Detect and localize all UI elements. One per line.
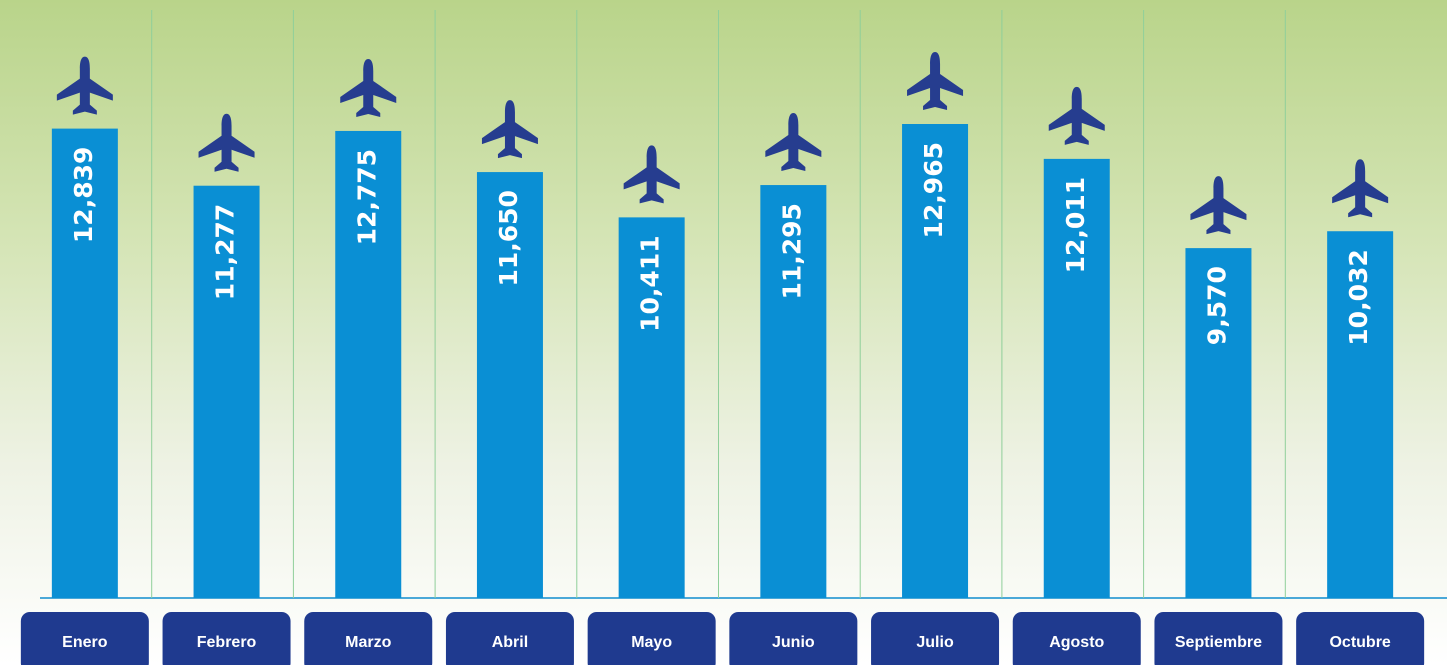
category-label: Octubre	[1329, 634, 1390, 651]
plane-icon	[765, 113, 822, 172]
category-label: Mayo	[631, 634, 672, 651]
value-label: 12,839	[69, 147, 98, 243]
bar	[51, 128, 118, 598]
plane-icon	[481, 100, 538, 159]
plane-icon	[198, 113, 255, 172]
plane-icon	[907, 52, 964, 110]
bar	[902, 124, 969, 598]
category-label: Enero	[62, 634, 108, 651]
bar	[1327, 231, 1394, 598]
value-label: 12,775	[352, 149, 381, 245]
category-label: Julio	[916, 634, 954, 651]
value-label: 12,965	[919, 142, 948, 238]
bar	[193, 185, 260, 598]
category-box	[1012, 612, 1141, 665]
category-box	[871, 612, 1000, 665]
plane-icon	[56, 56, 113, 115]
category-label: Agosto	[1049, 634, 1104, 651]
plane-icon	[1190, 176, 1247, 235]
value-label: 10,411	[636, 235, 665, 331]
plane-icon	[623, 145, 680, 204]
category-label: Septiembre	[1175, 634, 1262, 651]
bar	[618, 217, 685, 599]
category-box	[729, 612, 858, 665]
value-label: 11,277	[211, 204, 240, 300]
plane-icon	[1048, 86, 1105, 145]
value-label: 9,570	[1202, 266, 1231, 345]
plane-icon	[340, 58, 397, 117]
value-label: 11,295	[777, 203, 806, 299]
value-label: 11,650	[494, 190, 523, 286]
category-box	[20, 612, 149, 665]
category-label: Junio	[772, 634, 815, 651]
bar	[1185, 248, 1252, 598]
category-label: Abril	[492, 634, 528, 651]
category-box	[162, 612, 291, 665]
category-box	[304, 612, 433, 665]
bar	[1043, 158, 1110, 598]
bar	[476, 172, 543, 598]
value-label: 12,011	[1061, 177, 1090, 273]
bar	[335, 130, 402, 598]
plane-icon	[1332, 159, 1389, 218]
category-label: Marzo	[345, 634, 391, 651]
category-box	[1296, 612, 1425, 665]
category-box	[445, 612, 574, 665]
category-box	[1154, 612, 1283, 665]
category-box	[587, 612, 716, 665]
value-label: 10,032	[1344, 249, 1373, 345]
category-label: Febrero	[197, 634, 257, 651]
bar	[760, 185, 827, 598]
